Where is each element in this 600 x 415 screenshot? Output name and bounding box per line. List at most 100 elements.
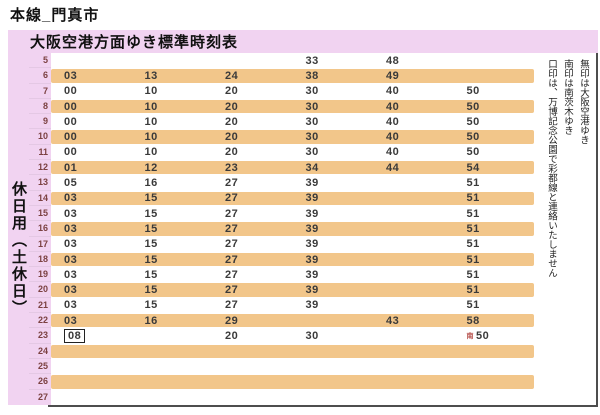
- minute-cell: [454, 68, 535, 83]
- minute-cell: 30: [293, 129, 374, 144]
- minute-value: 51: [466, 284, 480, 297]
- minute-cell: 40: [373, 114, 454, 129]
- minute-cell: [293, 374, 374, 389]
- hour-label: 20: [29, 282, 51, 298]
- minute-cell: [132, 344, 213, 359]
- minute-value: 50: [466, 131, 480, 144]
- minute-value: 15: [144, 238, 158, 251]
- minute-cell: [454, 390, 535, 405]
- minute-value: 48: [386, 54, 400, 67]
- hour-label: 12: [29, 160, 51, 176]
- hour-label: 14: [29, 190, 51, 206]
- minute-value: 03: [64, 238, 78, 251]
- minute-cell: [132, 359, 213, 374]
- minute-strip: 01 12 23 34 44 54: [51, 160, 534, 175]
- minute-strip: 00 10 20 30 40 50: [51, 99, 534, 114]
- hour-label: 26: [29, 374, 51, 390]
- timetable-row: 9 00 10 20 30 40 50: [29, 114, 534, 130]
- minute-value: 27: [225, 268, 239, 281]
- minute-value: 30: [305, 85, 319, 98]
- minute-value: 10: [144, 115, 158, 128]
- minute-value: 20: [225, 146, 239, 159]
- timetable-row: 15 03 15 27 39 51: [29, 205, 534, 222]
- minute-cell: 16: [132, 313, 213, 328]
- minute-cell: 27: [212, 221, 293, 236]
- minute-cell: 03: [51, 191, 132, 206]
- minute-value: 39: [305, 268, 319, 281]
- minute-cell: [373, 191, 454, 206]
- minute-strip: 03 15 27 39 51: [51, 267, 534, 282]
- minute-cell: 20: [212, 145, 293, 160]
- minute-value: 05: [64, 177, 78, 190]
- minute-cell: [454, 344, 535, 359]
- hour-label: 18: [29, 251, 51, 268]
- timetable-row: 18 03 15 27 39 51: [29, 251, 534, 268]
- minute-value: 51: [466, 253, 480, 266]
- minute-cell: 39: [293, 237, 374, 252]
- page-title: 本線_門真市: [10, 7, 100, 24]
- hour-label: 27: [29, 389, 51, 405]
- minute-strip: [51, 390, 534, 405]
- minute-value: 54: [466, 161, 480, 174]
- timetable-row: 20 03 15 27 39 51: [29, 282, 535, 298]
- minute-cell: 01: [51, 160, 132, 175]
- minute-cell: 27: [212, 267, 293, 282]
- minute-value: 03: [64, 299, 78, 312]
- minute-cell: 08: [51, 328, 132, 343]
- minute-cell: 20: [212, 114, 293, 129]
- minute-cell: 39: [293, 191, 374, 206]
- minute-cell: 51: [454, 191, 535, 206]
- minute-strip: [51, 344, 534, 359]
- minute-value: 03: [64, 284, 78, 297]
- minute-value: 15: [144, 253, 158, 266]
- minute-cell: 00: [51, 145, 132, 160]
- minute-cell: [212, 390, 293, 405]
- day-type-label: 休日用（土休日）: [10, 181, 27, 317]
- minute-cell: 54: [454, 160, 535, 175]
- minute-cell: [51, 53, 132, 68]
- minute-strip: 03 13 24 38 49: [51, 68, 534, 83]
- timetable-row: 24: [29, 343, 534, 359]
- minute-value: 51: [466, 207, 480, 220]
- minute-value: 39: [305, 238, 319, 251]
- minute-value: 33: [305, 54, 319, 67]
- minute-cell: [132, 53, 213, 68]
- minute-cell: 27: [212, 282, 293, 297]
- minute-value: 03: [64, 253, 78, 266]
- minute-value: 43: [386, 314, 400, 327]
- minute-value: 15: [144, 222, 158, 235]
- minute-cell: [373, 206, 454, 221]
- minute-cell: [373, 252, 454, 267]
- minute-cell: 00: [51, 84, 132, 99]
- minute-cell: 49: [373, 68, 454, 83]
- minute-value: 49: [386, 69, 400, 82]
- minute-cell: 51: [454, 282, 535, 297]
- hour-label: 13: [29, 175, 51, 191]
- minute-cell: 39: [293, 175, 374, 190]
- minute-cell: 03: [51, 237, 132, 252]
- minute-cell: 30: [293, 328, 374, 343]
- minute-cell: 00: [51, 114, 132, 129]
- minute-value: 03: [64, 314, 78, 327]
- minute-strip: 33 48: [51, 53, 534, 68]
- minute-value: 51: [466, 222, 480, 235]
- minute-cell: [373, 282, 454, 297]
- minute-strip: 00 10 20 30 40 50: [51, 84, 534, 99]
- minute-value: 38: [305, 69, 319, 82]
- timetable-header: 大阪空港方面ゆき標準時刻表: [8, 30, 598, 53]
- minute-cell: 51: [454, 237, 535, 252]
- minute-value: 16: [144, 314, 158, 327]
- board-bottom-border: [48, 405, 598, 407]
- hour-label: 24: [29, 343, 51, 359]
- timetable-row: 17 03 15 27 39 51: [29, 236, 535, 252]
- timetable-grid: 5 33 48 6 03 13 24 38 49 7 00 10 20 30 40 50 8 00 10 20 30 40…: [29, 53, 534, 405]
- minute-strip: 00 10 20 30 40 50: [51, 114, 534, 129]
- minute-cell: 27: [212, 191, 293, 206]
- minute-cell: [373, 175, 454, 190]
- minute-cell: [293, 313, 374, 328]
- minute-cell: 03: [51, 282, 132, 297]
- hour-label: 25: [29, 358, 51, 375]
- minute-value: 50: [466, 100, 480, 113]
- minute-cell: [373, 298, 454, 313]
